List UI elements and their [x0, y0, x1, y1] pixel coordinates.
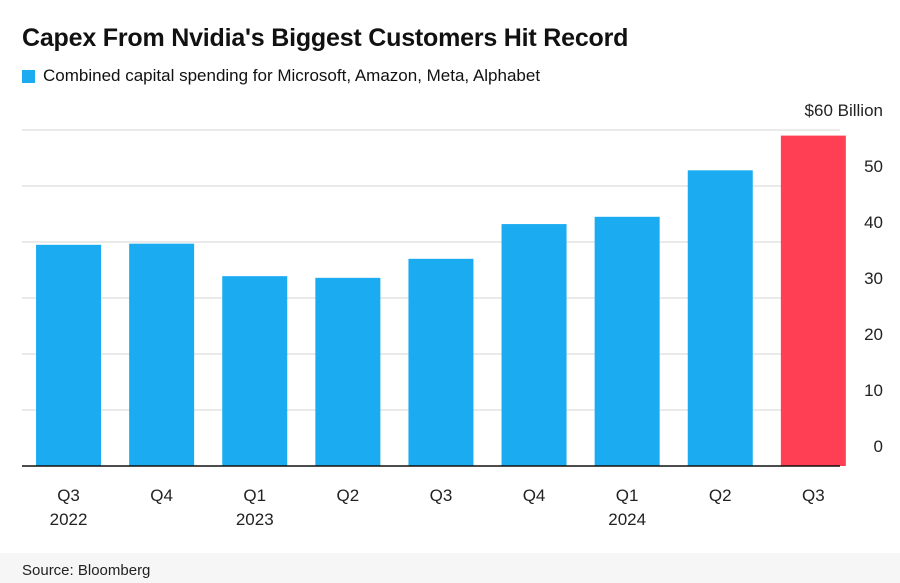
y-tick-label: 20 — [864, 325, 883, 344]
y-tick-label: 50 — [864, 157, 883, 176]
legend-swatch — [22, 69, 35, 83]
x-tick-label: Q3 — [802, 486, 825, 505]
x-year-label: 2022 — [50, 510, 88, 529]
y-tick-label: 10 — [864, 381, 883, 400]
bar-3 — [222, 276, 288, 466]
x-tick-label: Q4 — [523, 486, 546, 505]
bar-6 — [501, 224, 567, 466]
y-tick-label: 30 — [864, 269, 883, 288]
bar-8 — [687, 170, 753, 466]
bar-1 — [36, 244, 102, 466]
x-tick-label: Q3 — [57, 486, 80, 505]
bar-9 — [780, 135, 846, 466]
bars — [36, 135, 846, 466]
bar-2 — [129, 243, 195, 466]
bar-4 — [315, 277, 381, 466]
y-tick-label: 0 — [874, 437, 883, 456]
x-year-label: 2024 — [608, 510, 646, 529]
x-tick-label: Q1 — [616, 486, 639, 505]
y-axis-ticks: 0 10 20 30 40 50 $60 Billion — [805, 101, 883, 456]
legend-label: Combined capital spending for Microsoft,… — [43, 66, 541, 85]
x-tick-label: Q3 — [430, 486, 453, 505]
x-axis-labels: Q3 2022 Q4 Q1 2023 Q2 Q3 Q4 Q1 2024 Q2 Q3 — [50, 486, 825, 529]
x-tick-label: Q2 — [709, 486, 732, 505]
bar-5 — [408, 258, 474, 466]
x-tick-label: Q2 — [337, 486, 360, 505]
x-tick-label: Q4 — [150, 486, 173, 505]
y-tick-label: $60 Billion — [805, 101, 883, 120]
x-year-label: 2023 — [236, 510, 274, 529]
footer-bar — [0, 553, 900, 583]
source-note: Source: Bloomberg — [22, 562, 151, 579]
x-tick-label: Q1 — [243, 486, 266, 505]
chart-legend: Combined capital spending for Microsoft,… — [22, 66, 540, 86]
y-tick-label: 40 — [864, 213, 883, 232]
bar-7 — [594, 216, 660, 466]
chart-title: Capex From Nvidia's Biggest Customers Hi… — [22, 24, 629, 52]
